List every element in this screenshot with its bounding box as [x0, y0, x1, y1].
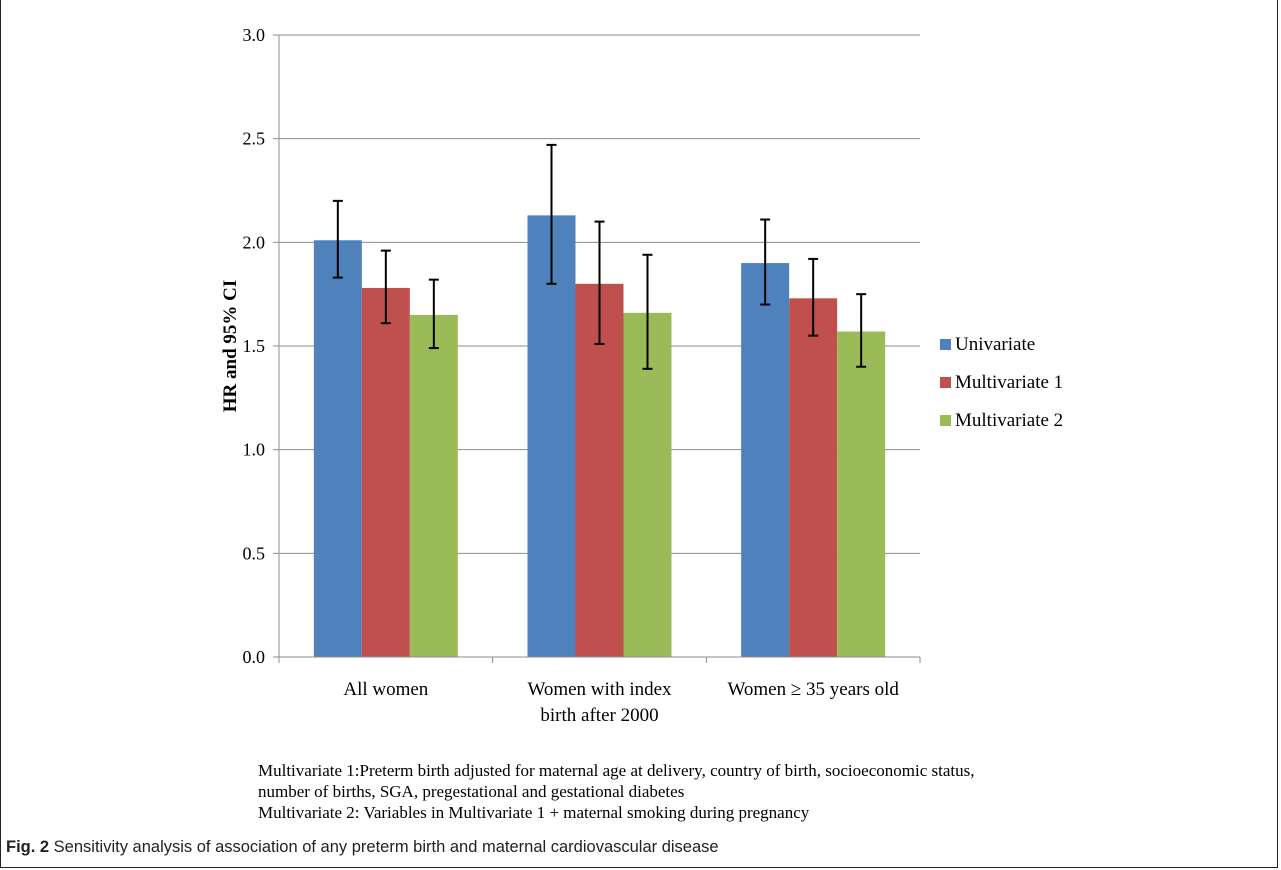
y-tick-label-0: 0.0 [243, 647, 266, 667]
note-line-3: Multivariate 2: Variables in Multivariat… [258, 803, 810, 822]
note-line-2: number of births, SGA, pregestational an… [258, 782, 685, 801]
y-tick-label-5: 2.5 [243, 129, 266, 149]
x-category-label-1-1: birth after 2000 [540, 705, 658, 726]
bar-2-1 [789, 298, 838, 657]
caption-label: Fig. 2 [6, 838, 50, 856]
x-category-label-0-0: All women [343, 679, 428, 700]
y-tick-label-4: 2.0 [243, 232, 266, 252]
bar-1-1 [575, 283, 624, 657]
x-category-labels: All women Women with index birth after 200… [343, 679, 899, 726]
y-tick-label-2: 1.0 [243, 440, 266, 460]
bar-chart: 0.0 0.5 1.0 1.5 2.0 2.5 3.0 All women Women wit… [220, 25, 1063, 726]
bar-0-0 [313, 240, 362, 657]
legend-label-2: Multivariate 2 [955, 410, 1063, 431]
y-axis-title: HR and 95% CI [220, 280, 241, 413]
bar-0-1 [361, 287, 410, 657]
bar-0-2 [409, 314, 458, 657]
y-tick-label-6: 3.0 [243, 25, 266, 45]
figure-notes: Multivariate 1:Preterm birth adjusted fo… [258, 760, 1258, 823]
y-tick-label-3: 1.5 [243, 336, 266, 356]
bar-2-0 [741, 263, 790, 657]
y-tick-label-1: 0.5 [243, 543, 266, 563]
bars [313, 215, 886, 657]
bar-1-2 [623, 312, 672, 657]
error-bars [279, 143, 920, 658]
bar-2-2 [837, 331, 886, 657]
legend-swatch-1 [940, 377, 951, 388]
note-line-1: Multivariate 1:Preterm birth adjusted fo… [258, 761, 975, 780]
figure-caption: Fig. 2 Sensitivity analysis of associati… [6, 838, 1266, 857]
bar-1-0 [527, 215, 576, 657]
caption-text: Sensitivity analysis of association of a… [49, 838, 719, 856]
x-category-label-2-0: Women ≥ 35 years old [727, 679, 899, 700]
legend: Univariate Multivariate 1 Multivariate 2 [940, 334, 1063, 431]
x-category-label-1-0: Women with index [527, 679, 672, 700]
legend-swatch-2 [940, 415, 951, 426]
legend-label-1: Multivariate 1 [955, 372, 1063, 393]
legend-label-0: Univariate [955, 334, 1035, 355]
legend-swatch-0 [940, 339, 951, 350]
y-tick-labels: 0.0 0.5 1.0 1.5 2.0 2.5 3.0 [243, 25, 266, 667]
